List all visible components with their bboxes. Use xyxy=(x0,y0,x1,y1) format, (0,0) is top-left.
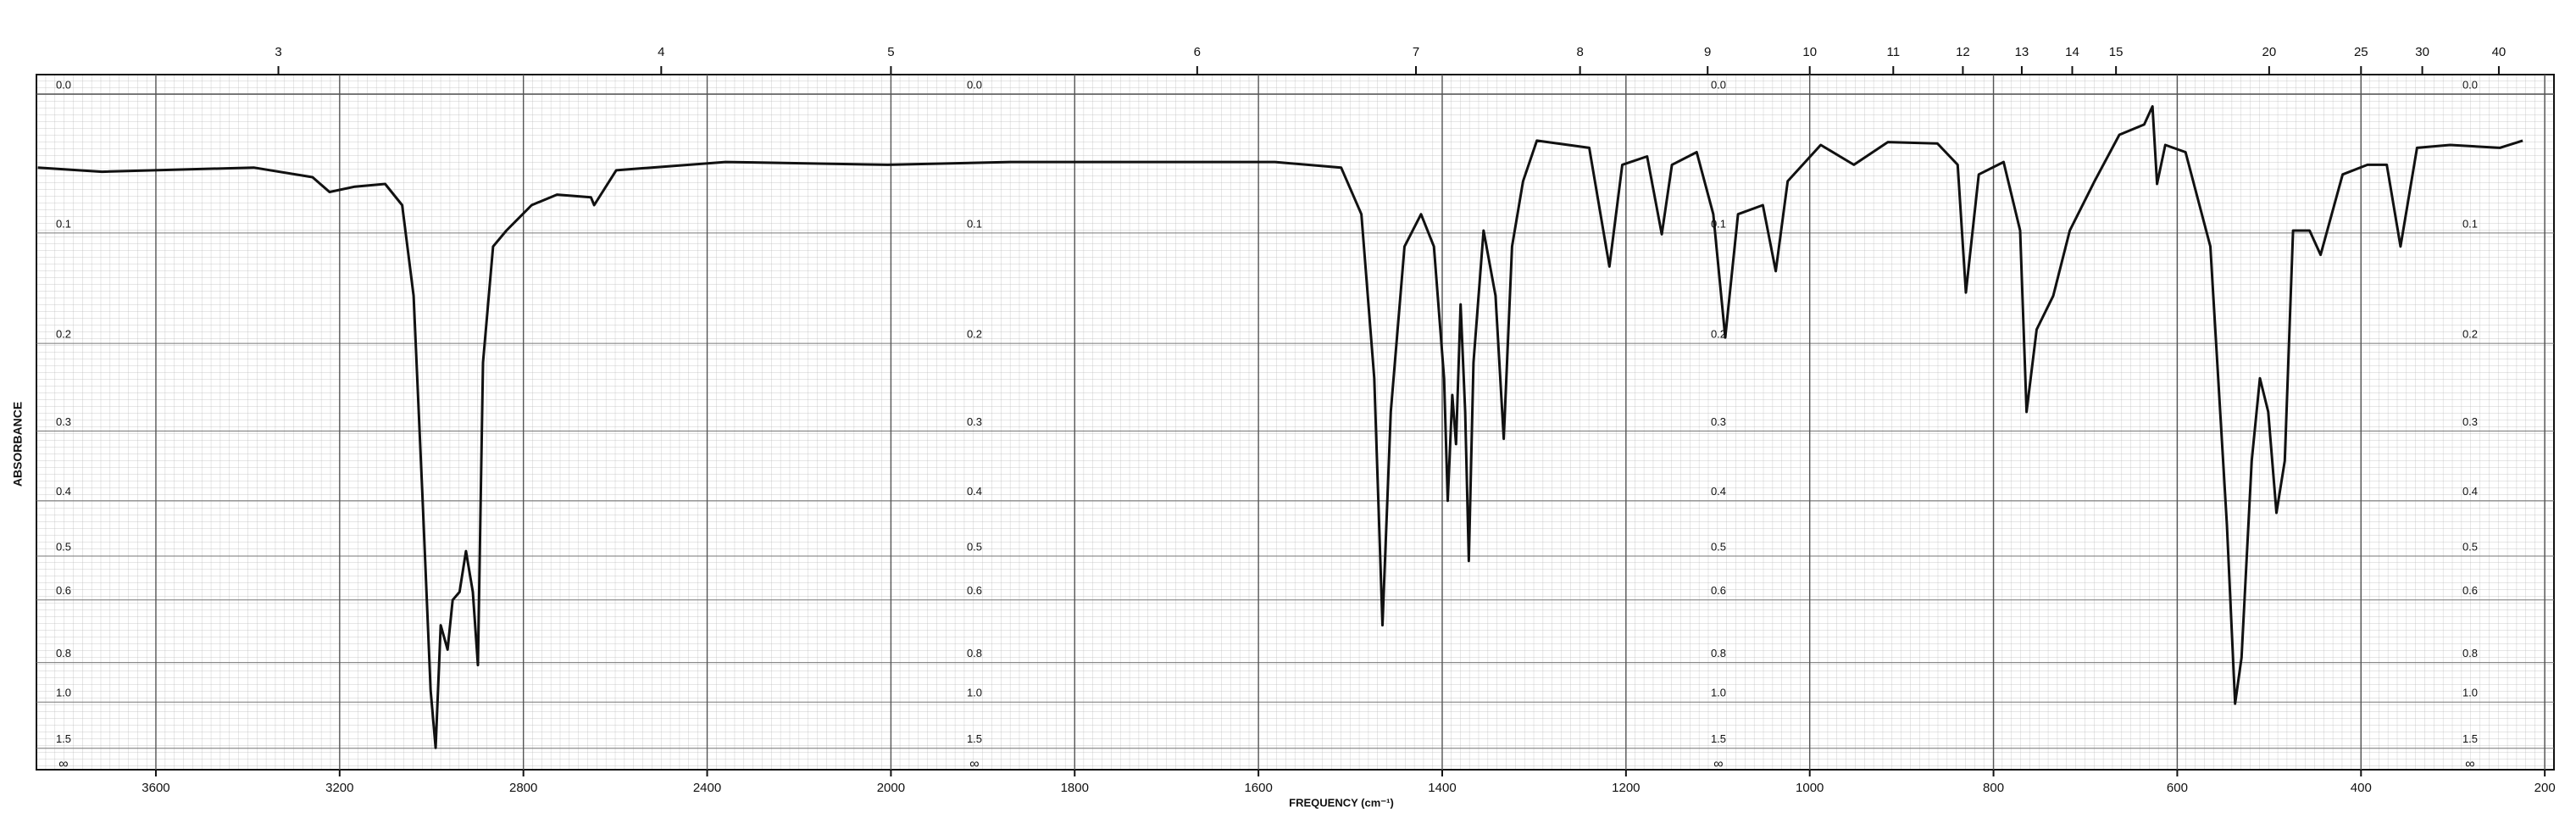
x-tick-label: 1600 xyxy=(1244,781,1272,795)
x-tick-label: 400 xyxy=(2351,781,2372,795)
x2-tick-label: 7 xyxy=(1413,45,1419,59)
y-limit-label: ∞ xyxy=(1713,757,1723,771)
x2-tick-label: 8 xyxy=(1576,45,1583,59)
x-tick-label: 200 xyxy=(2534,781,2556,795)
y-tick-label: 0.3 xyxy=(1711,415,1726,428)
y-tick-label: 1.0 xyxy=(967,687,982,699)
y-tick-label: 0.5 xyxy=(1711,540,1726,553)
y-tick-label: 0.1 xyxy=(967,217,982,230)
x-tick-label: 1800 xyxy=(1061,781,1089,795)
x2-tick-label: 30 xyxy=(2415,45,2429,59)
x2-tick-label: 13 xyxy=(2015,45,2029,59)
y-tick-label: 0.0 xyxy=(967,78,982,91)
y-tick-label: 0.4 xyxy=(1711,485,1726,498)
y-limit-label: ∞ xyxy=(2465,757,2474,771)
y-tick-label: 0.2 xyxy=(967,328,982,341)
x-tick-label: 2800 xyxy=(509,781,537,795)
x2-tick-label: 3 xyxy=(275,45,281,59)
y-tick-label: 0.0 xyxy=(1711,78,1726,91)
x2-tick-label: 4 xyxy=(658,45,664,59)
x2-tick-label: 25 xyxy=(2354,45,2368,59)
y-tick-label: 0.1 xyxy=(2462,217,2478,230)
y-tick-label: 0.2 xyxy=(1711,328,1726,341)
y-tick-label: 1.5 xyxy=(1711,732,1726,745)
y-tick-label: 0.6 xyxy=(2462,584,2478,597)
y-tick-label: 0.0 xyxy=(56,78,71,91)
x-tick-label: 600 xyxy=(2167,781,2188,795)
x-tick-label: 2400 xyxy=(693,781,721,795)
y-tick-label: 0.5 xyxy=(967,540,982,553)
y-tick-label: 1.5 xyxy=(967,732,982,745)
x2-tick-label: 12 xyxy=(1956,45,1970,59)
x-tick-label: 3600 xyxy=(142,781,169,795)
y-tick-label: 0.6 xyxy=(1711,584,1726,597)
y-tick-label: 1.0 xyxy=(1711,687,1726,699)
y-limit-label: ∞ xyxy=(58,757,68,771)
y-tick-label: 0.0 xyxy=(2462,78,2478,91)
x-tick-label: 1400 xyxy=(1428,781,1456,795)
y-tick-label: 0.3 xyxy=(2462,415,2478,428)
y-tick-label: 0.8 xyxy=(1711,647,1726,659)
x2-tick-label: 6 xyxy=(1194,45,1201,59)
y-tick-label: 0.4 xyxy=(56,485,71,498)
x2-tick-label: 14 xyxy=(2065,45,2079,59)
x2-tick-label: 9 xyxy=(1704,45,1711,59)
y-tick-label: 1.5 xyxy=(56,732,71,745)
x2-tick-label: 40 xyxy=(2492,45,2507,59)
y-tick-label: 0.6 xyxy=(967,584,982,597)
y-tick-label: 0.4 xyxy=(967,485,982,498)
y-tick-label: 0.4 xyxy=(2462,485,2478,498)
y-tick-label: 0.8 xyxy=(56,647,71,659)
y-tick-label: 1.5 xyxy=(2462,732,2478,745)
y-tick-label: 1.0 xyxy=(56,687,71,699)
y-tick-label: 0.3 xyxy=(56,415,71,428)
x2-tick-label: 5 xyxy=(887,45,894,59)
y-tick-label: 0.8 xyxy=(2462,647,2478,659)
spectrum-line xyxy=(37,105,2523,749)
y-tick-label: 0.1 xyxy=(56,217,71,230)
x-tick-label: 3200 xyxy=(325,781,353,795)
x-tick-label: 1200 xyxy=(1612,781,1640,795)
y-tick-label: 0.3 xyxy=(967,415,982,428)
x2-tick-label: 20 xyxy=(2262,45,2277,59)
plot-frame xyxy=(36,74,2555,771)
x2-tick-label: 15 xyxy=(2109,45,2124,59)
chart-paper xyxy=(36,75,2554,770)
x-axis-label: FREQUENCY (cm⁻¹) xyxy=(1289,796,1394,809)
y-tick-label: 0.5 xyxy=(56,540,71,553)
y-tick-label: 0.5 xyxy=(2462,540,2478,553)
x-tick-label: 800 xyxy=(1983,781,2004,795)
x-tick-label: 1000 xyxy=(1796,781,1824,795)
y-limit-label: ∞ xyxy=(969,757,979,771)
x-tick-label: 2000 xyxy=(877,781,905,795)
y-axis-label: ABSORBANCE xyxy=(11,402,25,487)
x2-tick-label: 10 xyxy=(1802,45,1817,59)
x2-tick-label: 11 xyxy=(1886,45,1900,59)
y-tick-label: 0.6 xyxy=(56,584,71,597)
y-tick-label: 0.2 xyxy=(56,328,71,341)
y-tick-label: 1.0 xyxy=(2462,687,2478,699)
y-tick-label: 0.2 xyxy=(2462,328,2478,341)
y-tick-label: 0.8 xyxy=(967,647,982,659)
